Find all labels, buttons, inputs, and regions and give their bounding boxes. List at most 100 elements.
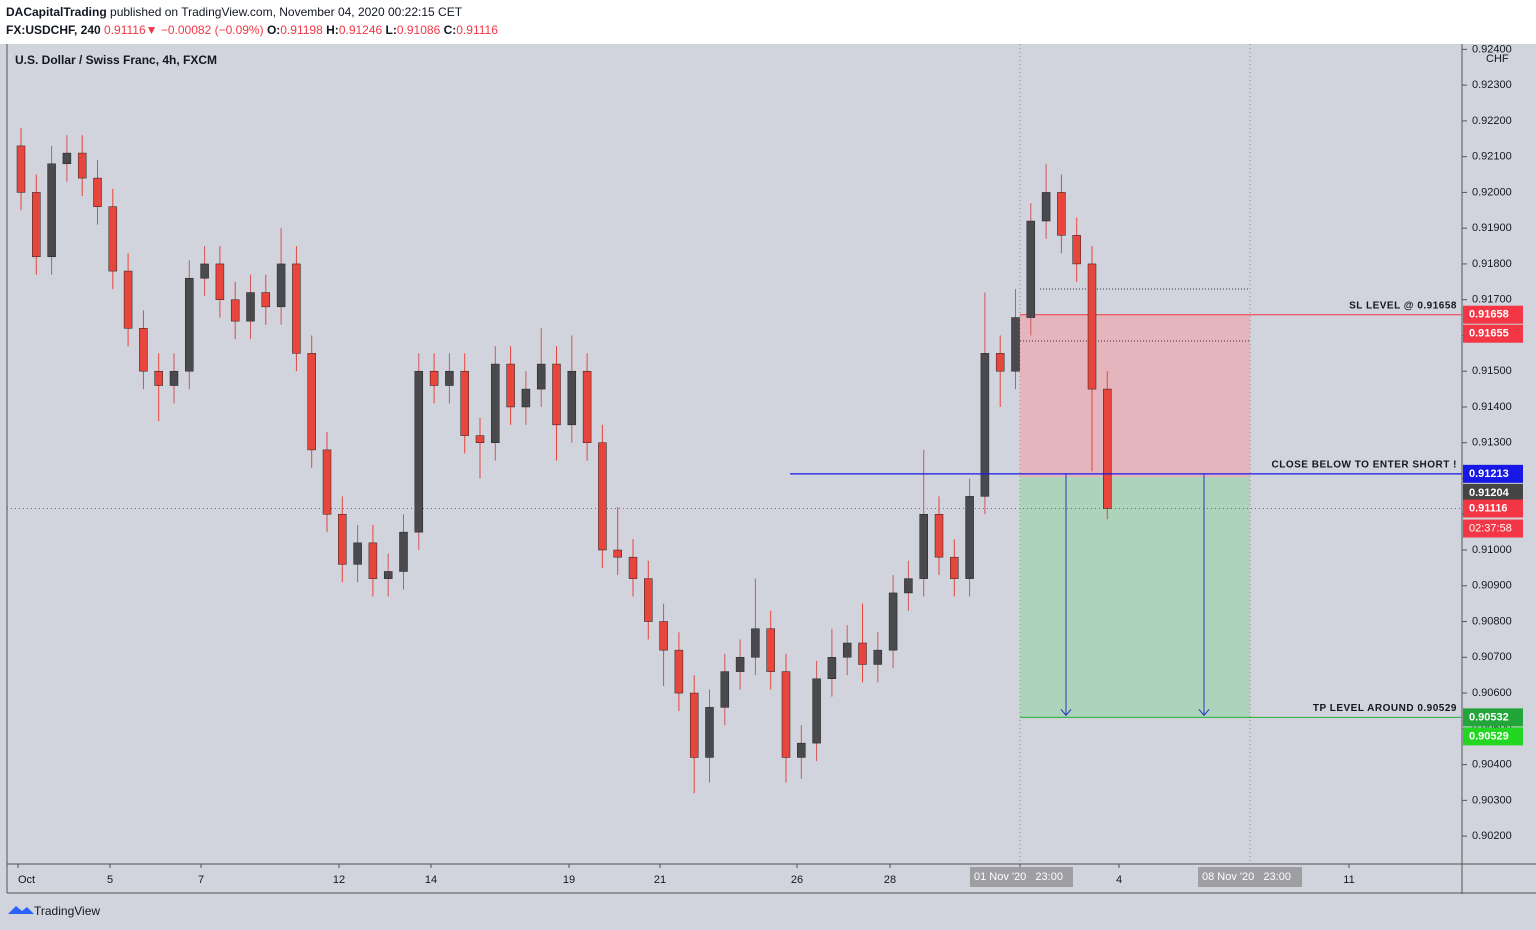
candle-body: [644, 578, 653, 622]
candle-body: [720, 671, 730, 708]
h-value: 0.91246: [338, 23, 383, 37]
x-tick-label: 12: [333, 874, 345, 886]
candle-body: [904, 578, 913, 594]
y-tick-label: 0.91800: [1472, 258, 1512, 270]
price-tag-label: 0.90532: [1469, 711, 1509, 723]
candle-body: [995, 353, 1005, 372]
stop-zone: [1020, 314, 1250, 478]
candle-body: [582, 370, 592, 443]
y-tick-label: 0.91700: [1472, 294, 1512, 306]
x-tick-label: 28: [884, 874, 896, 886]
candle-body: [705, 707, 714, 758]
candle-body: [429, 370, 439, 386]
logo: [8, 906, 34, 914]
crosshair-date-bg: [1198, 867, 1302, 887]
price-tag-label: 0.90529: [1469, 730, 1509, 742]
y-tick-label: 0.92400: [1472, 43, 1512, 55]
y-tick-label: 0.90200: [1472, 830, 1512, 842]
y-tick-label: 0.90400: [1472, 758, 1512, 770]
price-tag-label: 0.91658: [1469, 309, 1509, 321]
candle-body: [521, 388, 531, 408]
candle-body: [93, 177, 102, 207]
x-tick-label: 21: [654, 874, 666, 886]
y-tick-label: 0.91300: [1472, 437, 1512, 449]
candle-body: [261, 292, 271, 308]
price-tag-label: 0.91213: [1469, 468, 1509, 480]
candle-body: [1072, 235, 1081, 265]
candle-body: [77, 152, 87, 179]
arrow-head: [1198, 709, 1210, 717]
x-tick-label: 5: [107, 874, 113, 886]
candle-body: [307, 353, 316, 451]
header: DACapitalTrading published on TradingVie…: [0, 0, 1536, 44]
x-tick-label: 11: [1343, 874, 1354, 886]
candle-body: [200, 263, 209, 279]
price-tag: [1463, 708, 1523, 727]
brand: TradingView: [34, 904, 100, 918]
candle-body: [491, 363, 500, 443]
publish-line: DACapitalTrading published on TradingVie…: [6, 5, 462, 19]
price-tag: [1463, 305, 1523, 324]
y-tick-label: 0.91500: [1472, 365, 1512, 377]
crosshair-date-bg: [970, 867, 1073, 887]
candle-body: [1087, 263, 1097, 390]
candle-body: [1011, 317, 1020, 372]
candle-body: [628, 556, 638, 579]
candle-body: [62, 152, 72, 165]
candle-body: [123, 270, 133, 329]
candle-body: [812, 678, 821, 744]
candle-body: [108, 206, 118, 272]
candle-body: [858, 642, 867, 665]
y-tick-label: 0.90700: [1472, 651, 1512, 663]
candle-body: [567, 370, 577, 426]
candle-body: [139, 328, 148, 372]
x-tick-label: 19: [563, 874, 575, 886]
price-tag-label: 0.91655: [1469, 328, 1509, 340]
candle-body: [230, 299, 240, 322]
annotation: TP LEVEL AROUND 0.90529: [1313, 703, 1457, 714]
y-tick-label: 0.92300: [1472, 79, 1512, 91]
price-tag: [1463, 727, 1523, 746]
candle-body: [338, 514, 347, 565]
price-tag: [1463, 483, 1523, 502]
price-tag: [1463, 324, 1523, 343]
candle-body: [689, 692, 699, 758]
chart-title: U.S. Dollar / Swiss Franc, 4h, FXCM: [15, 53, 217, 67]
candle-body: [888, 592, 898, 651]
y-tick-label: 0.91400: [1472, 401, 1512, 413]
candle-body: [965, 496, 974, 579]
candle-body: [383, 571, 393, 579]
candle-body: [154, 370, 163, 386]
candle-body: [368, 542, 378, 579]
candle-body: [919, 514, 928, 579]
l-label: L:: [385, 23, 397, 37]
crosshair-date: 01 Nov '20 23:00: [974, 871, 1063, 883]
annotation: SL LEVEL @ 0.91658: [1349, 300, 1457, 311]
candle-body: [934, 514, 944, 558]
countdown: 02:37:58: [1469, 522, 1512, 534]
annotation: CLOSE BELOW TO ENTER SHORT !: [1272, 459, 1457, 470]
candle-body: [659, 621, 668, 651]
candle-body: [536, 363, 546, 390]
candle-body: [322, 449, 332, 515]
candle-body: [475, 435, 485, 443]
price-tag-label: 0.91116: [1469, 502, 1508, 514]
y-tick-label: 0.92200: [1472, 115, 1512, 127]
y-tick-label: 0.91900: [1472, 222, 1512, 234]
y-tick-label: 0.90300: [1472, 794, 1512, 806]
price-tag: [1463, 499, 1523, 518]
y-tick-label: 0.90900: [1472, 580, 1512, 592]
candle-body: [16, 145, 26, 193]
candle-body: [399, 531, 408, 572]
candle-body: [414, 370, 424, 533]
h-label: H:: [326, 23, 339, 37]
currency: CHF: [1486, 53, 1509, 65]
candle-body: [292, 263, 301, 354]
change: ▼ −0.00082 (−0.09%): [145, 23, 264, 37]
candle-body: [1026, 220, 1036, 318]
x-tick-label: 4: [1116, 874, 1122, 886]
x-tick-label: 14: [425, 874, 437, 886]
y-tick-label: 0.90800: [1472, 615, 1512, 627]
candle-body: [781, 671, 791, 758]
